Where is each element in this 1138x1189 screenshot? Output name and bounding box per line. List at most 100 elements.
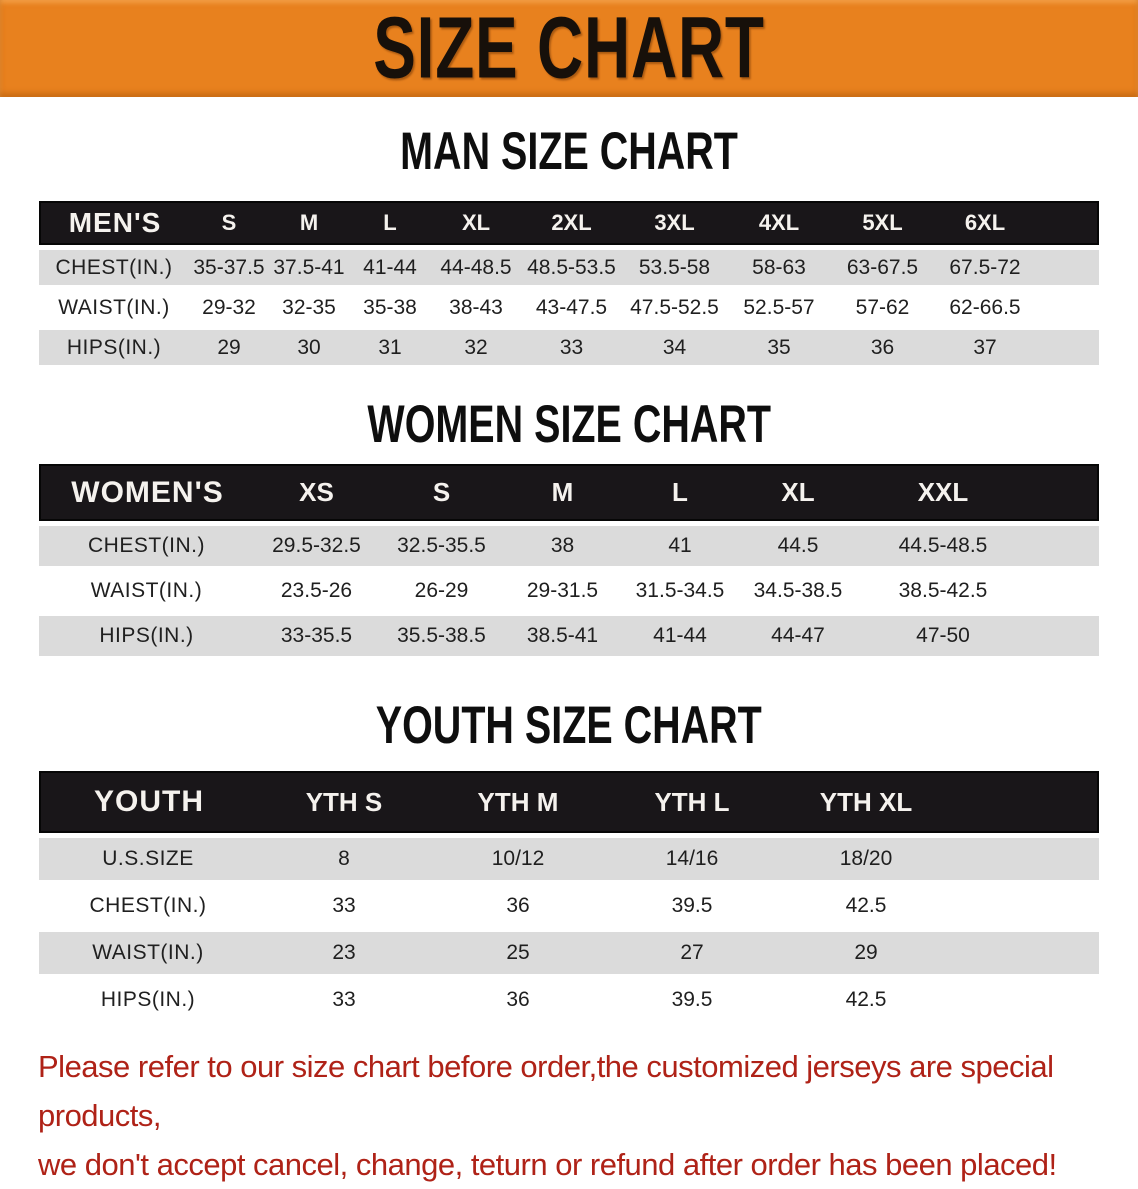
size-value: 29	[189, 330, 269, 365]
size-value: 26-29	[379, 571, 504, 611]
size-value: 31.5-34.5	[621, 571, 739, 611]
table-row: U.S.SIZE 8 10/12 14/16 18/20	[39, 838, 1099, 880]
column-header: S	[379, 464, 504, 521]
size-value	[1029, 526, 1099, 566]
size-value: 44.5	[739, 526, 857, 566]
size-value: 8	[257, 838, 431, 880]
size-value: 44.5-48.5	[857, 526, 1029, 566]
size-value: 37	[934, 330, 1036, 365]
size-value: 48.5-53.5	[521, 250, 622, 285]
youth-size-table: YOUTH YTH S YTH M YTH L YTH XL U.S.SIZE 8 10/1…	[39, 766, 1099, 1026]
table-row: HIPS(IN.) 33-35.5 35.5-38.5 38.5-41 41-44 44-…	[39, 616, 1099, 656]
size-value: 42.5	[779, 885, 953, 927]
column-header: YTH L	[605, 771, 779, 833]
column-header: L	[349, 201, 431, 245]
size-value	[953, 979, 1099, 1021]
youth-header-row: YOUTH YTH S YTH M YTH L YTH XL	[39, 771, 1099, 833]
row-label: U.S.SIZE	[39, 838, 257, 880]
size-value: 52.5-57	[727, 290, 831, 325]
row-label: CHEST(IN.)	[39, 526, 254, 566]
column-header: XL	[739, 464, 857, 521]
size-value	[953, 932, 1099, 974]
size-value: 58-63	[727, 250, 831, 285]
size-value	[1029, 616, 1099, 656]
size-value: 10/12	[431, 838, 605, 880]
men-section-heading-text: MAN SIZE CHART	[400, 120, 738, 181]
size-value: 47-50	[857, 616, 1029, 656]
size-value: 34	[622, 330, 727, 365]
column-header: XS	[254, 464, 379, 521]
size-chart-banner: SIZE CHART	[0, 0, 1138, 97]
row-label: WAIST(IN.)	[39, 932, 257, 974]
banner-title: SIZE CHART	[373, 0, 765, 97]
size-value	[953, 885, 1099, 927]
row-label: WAIST(IN.)	[39, 571, 254, 611]
size-value: 23	[257, 932, 431, 974]
size-value: 44-47	[739, 616, 857, 656]
size-value: 67.5-72	[934, 250, 1036, 285]
men-header-row: MEN'S S M L XL 2XL 3XL 4XL 5XL 6XL	[39, 201, 1099, 245]
size-value: 29.5-32.5	[254, 526, 379, 566]
table-row: HIPS(IN.) 29 30 31 32 33 34 35 36 37	[39, 330, 1099, 365]
men-size-table: MEN'S S M L XL 2XL 3XL 4XL 5XL 6XL CHEST(IN.) 35-3…	[39, 196, 1099, 370]
table-title-cell: WOMEN'S	[39, 464, 254, 521]
size-value: 38.5-41	[504, 616, 621, 656]
table-title-cell: YOUTH	[39, 771, 257, 833]
size-value: 38	[504, 526, 621, 566]
column-header	[1029, 464, 1099, 521]
column-header: 5XL	[831, 201, 934, 245]
size-value: 18/20	[779, 838, 953, 880]
table-row: CHEST(IN.) 35-37.5 37.5-41 41-44 44-48.5 48.5…	[39, 250, 1099, 285]
size-value: 33	[521, 330, 622, 365]
column-header: XXL	[857, 464, 1029, 521]
column-header: 3XL	[622, 201, 727, 245]
size-value: 41-44	[621, 616, 739, 656]
size-value: 37.5-41	[269, 250, 349, 285]
table-row: CHEST(IN.) 29.5-32.5 32.5-35.5 38 41 44.5 44.5…	[39, 526, 1099, 566]
table-row: WAIST(IN.) 23 25 27 29	[39, 932, 1099, 974]
column-header: M	[504, 464, 621, 521]
table-title-cell: MEN'S	[39, 201, 189, 245]
row-label: CHEST(IN.)	[39, 250, 189, 285]
column-header: YTH M	[431, 771, 605, 833]
size-value: 43-47.5	[521, 290, 622, 325]
women-header-row: WOMEN'S XS S M L XL XXL	[39, 464, 1099, 521]
size-value: 33	[257, 885, 431, 927]
size-value: 34.5-38.5	[739, 571, 857, 611]
row-label: WAIST(IN.)	[39, 290, 189, 325]
column-header: 2XL	[521, 201, 622, 245]
disclaimer-line-1: Please refer to our size chart before or…	[38, 1049, 1054, 1133]
size-value: 39.5	[605, 885, 779, 927]
size-value: 36	[831, 330, 934, 365]
size-value: 38-43	[431, 290, 521, 325]
size-value: 38.5-42.5	[857, 571, 1029, 611]
size-value: 29	[779, 932, 953, 974]
size-value	[1029, 571, 1099, 611]
size-value: 42.5	[779, 979, 953, 1021]
women-section-heading: WOMEN SIZE CHART	[0, 394, 1138, 453]
size-value: 27	[605, 932, 779, 974]
size-value: 35.5-38.5	[379, 616, 504, 656]
size-value: 63-67.5	[831, 250, 934, 285]
table-row: WAIST(IN.) 29-32 32-35 35-38 38-43 43-47.5 47.…	[39, 290, 1099, 325]
size-value: 62-66.5	[934, 290, 1036, 325]
row-label: HIPS(IN.)	[39, 330, 189, 365]
size-value: 29-32	[189, 290, 269, 325]
size-value: 33-35.5	[254, 616, 379, 656]
size-value	[1036, 330, 1099, 365]
size-value: 41	[621, 526, 739, 566]
size-value: 53.5-58	[622, 250, 727, 285]
column-header: 4XL	[727, 201, 831, 245]
size-value: 35	[727, 330, 831, 365]
size-value: 39.5	[605, 979, 779, 1021]
size-value	[1036, 250, 1099, 285]
size-value: 29-31.5	[504, 571, 621, 611]
column-header	[953, 771, 1099, 833]
women-size-table: WOMEN'S XS S M L XL XXL CHEST(IN.) 29.5-32.5 32.…	[39, 459, 1099, 661]
size-value	[953, 838, 1099, 880]
size-value: 36	[431, 885, 605, 927]
column-header: 6XL	[934, 201, 1036, 245]
size-value: 44-48.5	[431, 250, 521, 285]
disclaimer-line-2: we don't accept cancel, change, teturn o…	[38, 1147, 1057, 1182]
size-value: 36	[431, 979, 605, 1021]
